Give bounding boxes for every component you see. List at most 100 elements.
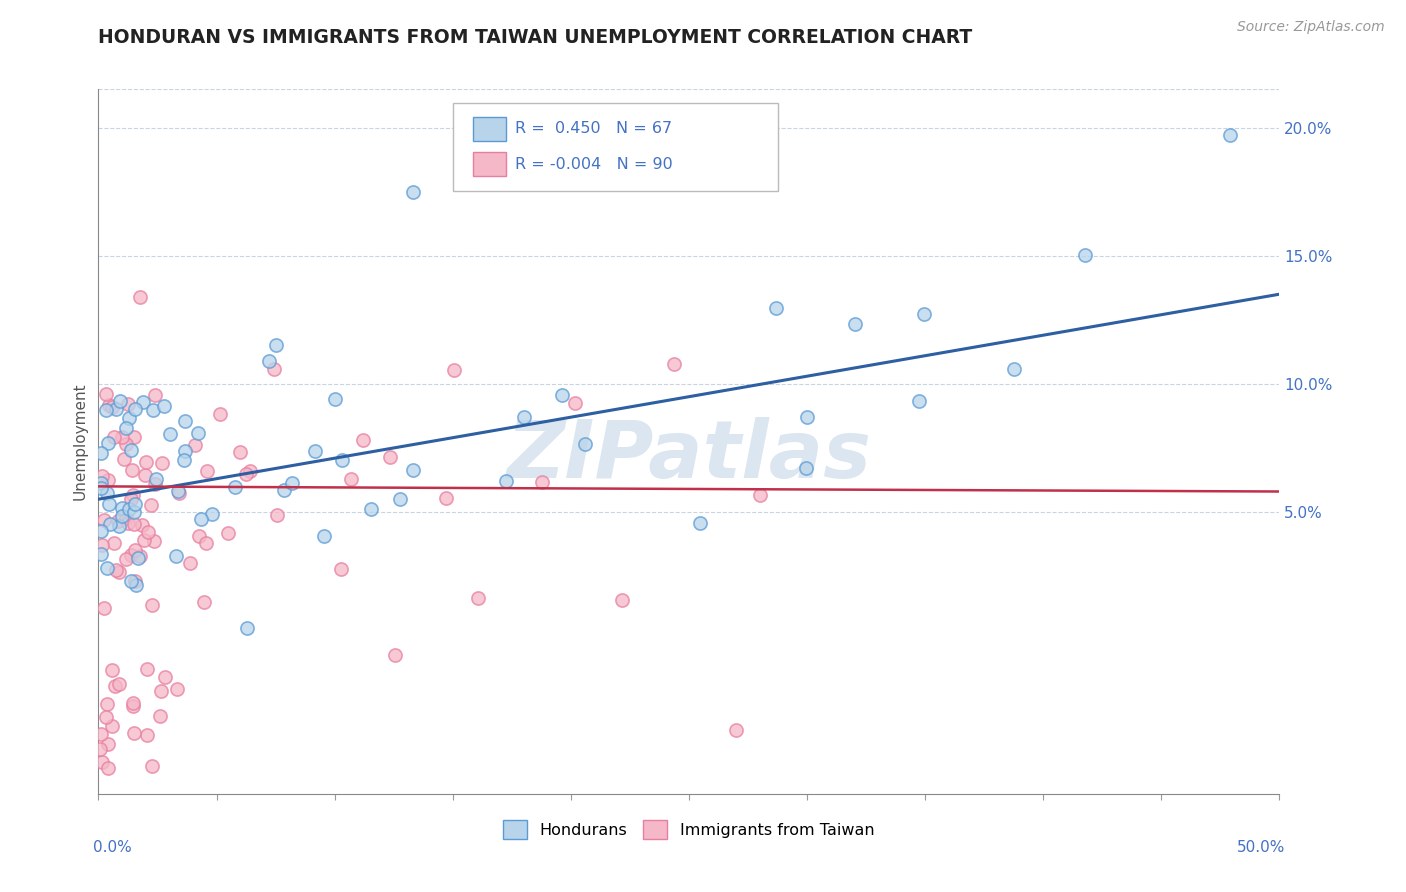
Point — [273, 483, 295, 498]
Point — [121, 463, 143, 477]
Point — [120, 442, 142, 457]
Point — [443, 363, 465, 377]
Point — [122, 698, 145, 713]
Text: HONDURAN VS IMMIGRANTS FROM TAIWAN UNEMPLOYMENT CORRELATION CHART: HONDURAN VS IMMIGRANTS FROM TAIWAN UNEMP… — [98, 28, 973, 47]
Point — [1219, 128, 1241, 143]
Point — [124, 402, 146, 417]
Point — [122, 488, 145, 502]
Point — [90, 524, 112, 539]
Point — [907, 393, 929, 408]
Point — [142, 403, 165, 417]
Point — [434, 491, 457, 505]
Point — [165, 549, 187, 564]
Point — [114, 552, 136, 566]
Point — [574, 436, 596, 450]
FancyBboxPatch shape — [472, 153, 506, 176]
Point — [97, 436, 120, 450]
Point — [120, 492, 142, 507]
Point — [135, 455, 157, 469]
Point — [159, 427, 181, 442]
Point — [1073, 247, 1095, 261]
Point — [796, 460, 818, 475]
Point — [101, 663, 124, 677]
Point — [131, 517, 153, 532]
Point — [467, 591, 489, 605]
Point — [136, 524, 159, 539]
Point — [195, 464, 218, 478]
Point — [610, 592, 633, 607]
Point — [173, 453, 195, 467]
Point — [122, 430, 145, 444]
Point — [257, 353, 280, 368]
Point — [330, 453, 353, 467]
Point — [97, 474, 120, 488]
Point — [97, 398, 120, 412]
Point — [401, 185, 423, 199]
Point — [263, 362, 285, 376]
Point — [195, 536, 218, 550]
Point — [153, 399, 176, 413]
Text: Source: ZipAtlas.com: Source: ZipAtlas.com — [1237, 20, 1385, 34]
Point — [208, 407, 231, 421]
Point — [339, 472, 361, 486]
Point — [187, 425, 209, 440]
Point — [132, 533, 155, 547]
Point — [844, 318, 866, 332]
Point — [264, 337, 287, 351]
Point — [96, 486, 118, 500]
Point — [551, 388, 574, 402]
Point — [235, 622, 257, 636]
Point — [90, 481, 112, 495]
Point — [380, 450, 402, 464]
Point — [141, 759, 163, 773]
Point — [188, 529, 211, 543]
Point — [97, 761, 120, 775]
Point — [91, 468, 114, 483]
Point — [117, 516, 139, 530]
Point — [330, 562, 353, 576]
Point — [90, 727, 112, 741]
Point — [512, 410, 534, 425]
Point — [323, 392, 346, 406]
Point — [90, 446, 112, 460]
Point — [725, 723, 748, 737]
Point — [129, 549, 152, 563]
Point — [115, 511, 138, 525]
Point — [101, 719, 124, 733]
Point — [124, 543, 146, 558]
Point — [93, 513, 115, 527]
Point — [193, 595, 215, 609]
Point — [96, 561, 118, 575]
Point — [200, 508, 222, 522]
Text: 50.0%: 50.0% — [1237, 839, 1285, 855]
Point — [266, 508, 288, 523]
FancyBboxPatch shape — [453, 103, 778, 192]
Point — [150, 684, 173, 698]
Point — [142, 534, 165, 549]
Point — [749, 488, 772, 502]
Point — [145, 477, 167, 491]
Legend: Hondurans, Immigrants from Taiwan: Hondurans, Immigrants from Taiwan — [496, 814, 882, 846]
Point — [217, 526, 239, 541]
Point — [105, 402, 128, 417]
Point — [281, 475, 304, 490]
Point — [103, 430, 125, 444]
Point — [89, 742, 111, 756]
Point — [98, 517, 121, 532]
Point — [150, 456, 173, 470]
Point — [662, 358, 685, 372]
Point — [120, 574, 142, 589]
Point — [124, 497, 146, 511]
Point — [110, 393, 132, 408]
Point — [173, 443, 195, 458]
Point — [143, 388, 166, 402]
Point — [111, 501, 134, 516]
Point — [235, 467, 257, 482]
Point — [97, 497, 120, 511]
Point — [360, 501, 382, 516]
Point — [135, 728, 157, 742]
Point — [141, 498, 163, 512]
Point — [238, 464, 260, 478]
Point — [108, 677, 131, 691]
Point — [173, 413, 195, 427]
